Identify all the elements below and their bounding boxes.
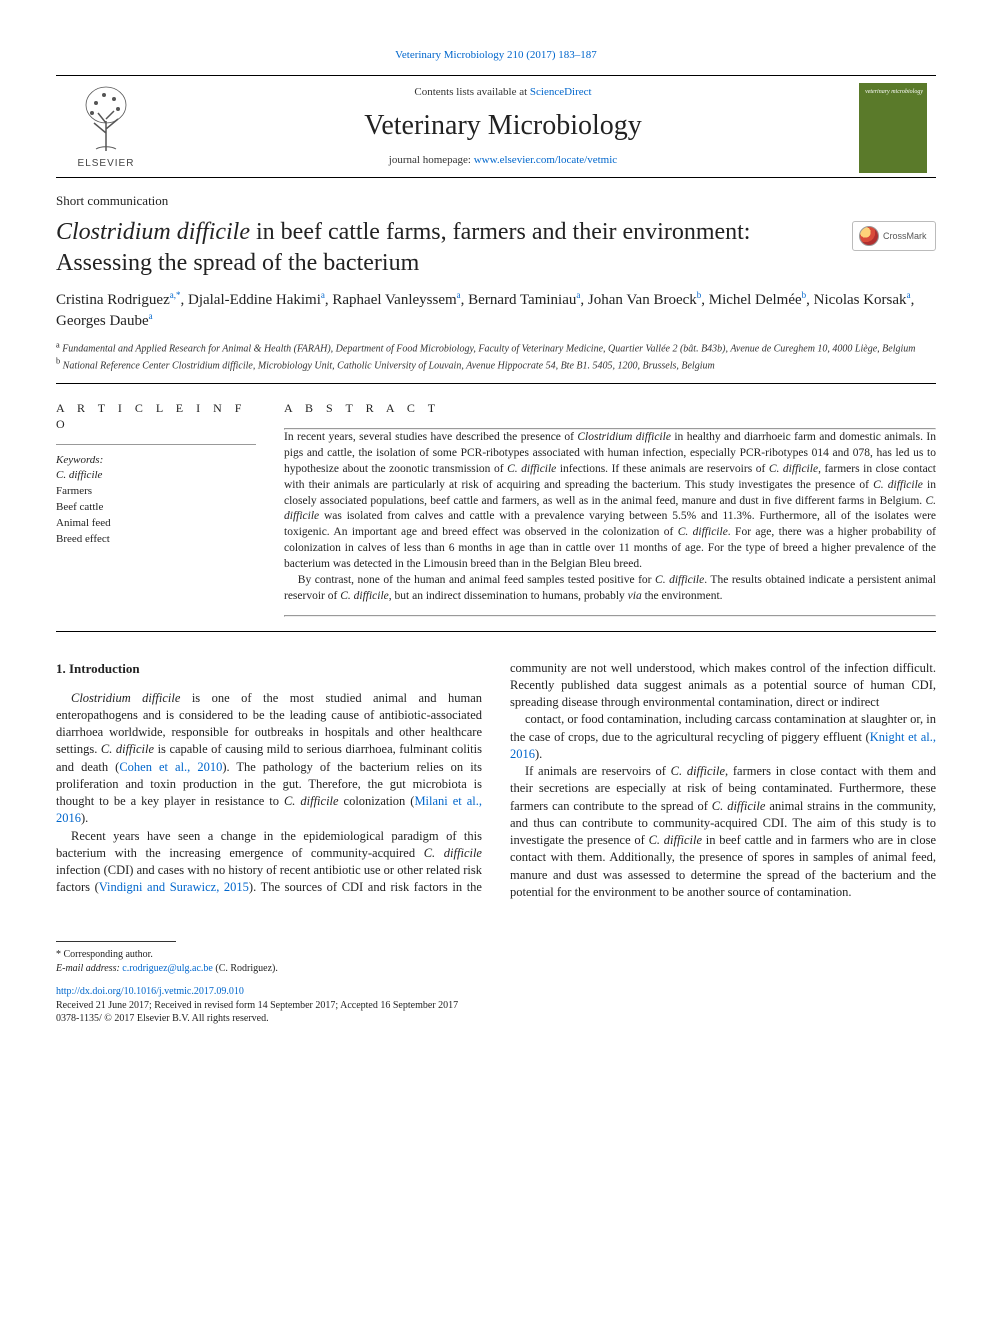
corresponding-author: * Corresponding author.	[56, 948, 936, 962]
footnote-divider	[56, 941, 176, 942]
doi-link[interactable]: http://dx.doi.org/10.1016/j.vetmic.2017.…	[56, 985, 936, 999]
article-title: Clostridium difficile in beef cattle far…	[56, 217, 836, 278]
article-info-heading: A R T I C L E I N F O	[56, 400, 256, 432]
divider	[56, 631, 936, 632]
elsevier-logo: ELSEVIER	[56, 83, 156, 171]
email-tail: (C. Rodriguez).	[213, 963, 278, 974]
homepage-prefix: journal homepage:	[389, 154, 474, 166]
copyright-line: 0378-1135/ © 2017 Elsevier B.V. All righ…	[56, 1012, 936, 1026]
crossmark-badge[interactable]: CrossMark	[852, 221, 936, 251]
abstract-text: In recent years, several studies have de…	[284, 430, 936, 604]
sciencedirect-link[interactable]: ScienceDirect	[530, 86, 592, 98]
homepage-link[interactable]: www.elsevier.com/locate/vetmic	[474, 154, 617, 166]
footnote: * Corresponding author. E-mail address: …	[56, 948, 936, 975]
article-info: A R T I C L E I N F O Keywords: C. diffi…	[56, 400, 256, 617]
affiliations: a Fundamental and Applied Research for A…	[56, 339, 936, 373]
authors: Cristina Rodrigueza,*, Djalal-Eddine Hak…	[56, 289, 936, 332]
elsevier-text: ELSEVIER	[78, 157, 135, 171]
abstract-heading: A B S T R A C T	[284, 400, 936, 416]
running-head: Veterinary Microbiology 210 (2017) 183–1…	[56, 48, 936, 63]
doi-block: http://dx.doi.org/10.1016/j.vetmic.2017.…	[56, 985, 936, 1026]
keywords-list: C. difficileFarmersBeef cattleAnimal fee…	[56, 468, 256, 548]
journal-header: ELSEVIER Contents lists available at Sci…	[56, 75, 936, 178]
journal-name: Veterinary Microbiology	[156, 107, 850, 145]
article-body: 1. IntroductionClostridium difficile is …	[56, 660, 936, 902]
title-italic: Clostridium difficile	[56, 219, 250, 245]
keywords-label: Keywords:	[56, 453, 256, 468]
contents-prefix: Contents lists available at	[414, 86, 529, 98]
abstract-column: A B S T R A C T In recent years, several…	[284, 400, 936, 617]
crossmark-icon	[859, 226, 879, 246]
cover-text: veterinary microbiology	[863, 89, 923, 96]
email-label: E-mail address:	[56, 963, 122, 974]
email-link[interactable]: c.rodriguez@ulg.ac.be	[122, 963, 213, 974]
divider	[56, 444, 256, 445]
homepage-line: journal homepage: www.elsevier.com/locat…	[156, 153, 850, 168]
section-heading: 1. Introduction	[56, 660, 482, 678]
dates-line: Received 21 June 2017; Received in revis…	[56, 999, 936, 1013]
journal-cover: veterinary microbiology	[850, 80, 936, 173]
crossmark-label: CrossMark	[883, 230, 927, 242]
divider	[284, 615, 936, 617]
divider	[56, 383, 936, 384]
elsevier-tree-icon	[73, 83, 139, 153]
article-type: Short communication	[56, 192, 936, 210]
contents-line: Contents lists available at ScienceDirec…	[156, 85, 850, 100]
